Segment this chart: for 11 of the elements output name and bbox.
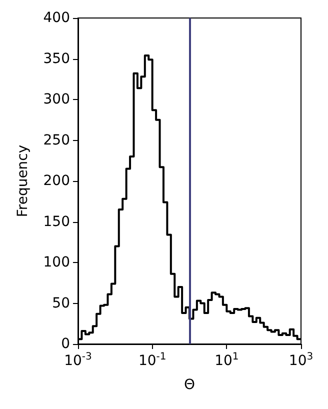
y-tick-label: 250 — [43, 132, 70, 148]
y-tick-label: 50 — [52, 295, 70, 312]
x-axis-title: Θ — [184, 377, 196, 393]
y-tick-label: 0 — [61, 336, 70, 352]
y-tick-label: 100 — [43, 254, 70, 270]
y-tick-label: 400 — [43, 10, 70, 26]
y-tick-label: 300 — [43, 92, 70, 108]
y-tick-label: 150 — [43, 214, 70, 230]
y-tick-label: 200 — [43, 173, 70, 189]
y-axis-title: Frequency — [15, 144, 31, 218]
y-tick-label: 350 — [43, 50, 70, 67]
